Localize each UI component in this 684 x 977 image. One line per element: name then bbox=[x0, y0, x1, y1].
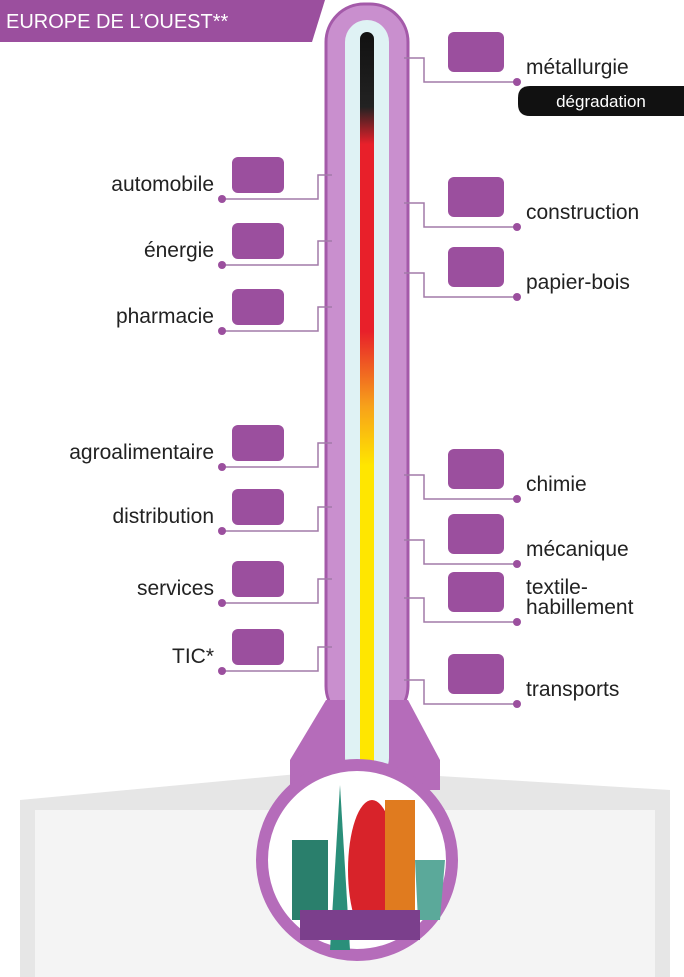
sector-icon bbox=[448, 654, 504, 694]
infographic: EUROPE DE L’OUEST** dégradation automobi… bbox=[0, 0, 684, 977]
connector-dot bbox=[218, 667, 226, 675]
connector-dot bbox=[513, 223, 521, 231]
sector-label: construction bbox=[526, 201, 639, 224]
sector-label: métallurgie bbox=[526, 56, 629, 79]
connector-dot bbox=[513, 560, 521, 568]
sector-label: TIC* bbox=[172, 645, 214, 668]
sector-icon bbox=[232, 289, 284, 325]
sector-label: distribution bbox=[112, 505, 214, 528]
sector-label: services bbox=[137, 577, 214, 600]
sector-icon bbox=[448, 32, 504, 72]
sector-icon bbox=[448, 449, 504, 489]
sector-label: transports bbox=[526, 678, 619, 701]
sector-icon bbox=[232, 425, 284, 461]
sector-label: énergie bbox=[144, 239, 214, 262]
sector-label: chimie bbox=[526, 473, 587, 496]
connector-dot bbox=[218, 261, 226, 269]
sector-icon bbox=[448, 514, 504, 554]
sector-icon bbox=[232, 561, 284, 597]
connector-dot bbox=[513, 293, 521, 301]
sector-label: automobile bbox=[111, 173, 214, 196]
connector-dot bbox=[218, 195, 226, 203]
connector-dot bbox=[218, 527, 226, 535]
mercury bbox=[360, 32, 374, 780]
header-title: EUROPE DE L’OUEST** bbox=[6, 11, 229, 33]
connector-dot bbox=[513, 78, 521, 86]
connector-dot bbox=[218, 599, 226, 607]
connector-dot bbox=[218, 327, 226, 335]
connector-dot bbox=[513, 618, 521, 626]
sector-icon bbox=[232, 629, 284, 665]
sector-icon bbox=[232, 157, 284, 193]
sector-icon bbox=[232, 489, 284, 525]
sector-icon bbox=[232, 223, 284, 259]
sector-label: agroalimentaire bbox=[69, 441, 214, 464]
sector-label: mécanique bbox=[526, 538, 629, 561]
sector-label: pharmacie bbox=[116, 305, 214, 328]
sector-label: papier-bois bbox=[526, 271, 630, 294]
connector-dot bbox=[218, 463, 226, 471]
connector-dot bbox=[513, 495, 521, 503]
sector-label: habillement bbox=[526, 596, 634, 619]
sector-icon bbox=[448, 572, 504, 612]
scale-label: dégradation bbox=[556, 92, 646, 111]
sector-icon bbox=[448, 177, 504, 217]
connector-dot bbox=[513, 700, 521, 708]
sector-icon bbox=[448, 247, 504, 287]
